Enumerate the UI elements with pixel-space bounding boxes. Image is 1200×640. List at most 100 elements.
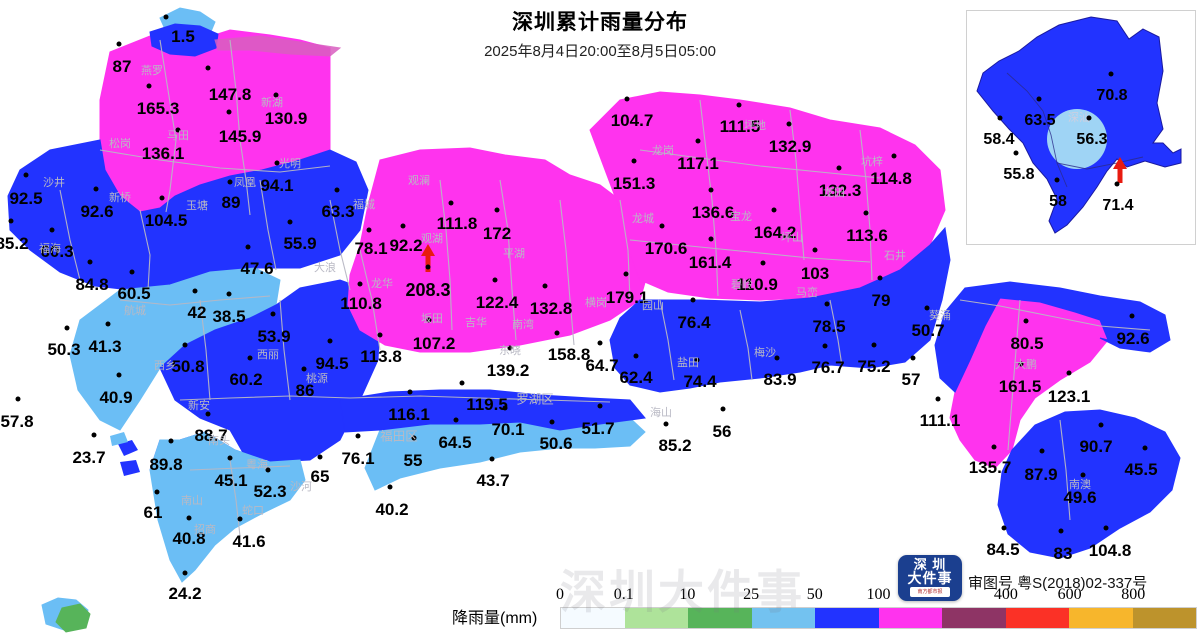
station-dot [695,138,701,144]
inset-station-value: 58 [1049,193,1067,210]
station-dot [105,321,111,327]
region-blue-dapeng-n [934,281,1171,393]
station-dot [771,207,777,213]
station-dot [549,419,555,425]
station-dot [274,160,280,166]
station-dot [924,305,930,311]
inset-map[interactable]: 深汕 [966,10,1196,245]
station-dot [366,227,372,233]
legend-swatch [1005,608,1069,628]
station-dot [836,165,842,171]
inset-marker [1113,157,1127,183]
legend-tick: 400 [993,586,1018,603]
station-dot [863,210,869,216]
inset-station-value: 56.3 [1076,131,1108,148]
brand-logo-line3: 南方都市报 [910,587,950,597]
station-dot [327,338,333,344]
station-dot [116,372,122,378]
station-dot [502,405,508,411]
station-dot [163,14,169,20]
station-dot [387,484,393,490]
station-dot [159,195,165,201]
station-dot [489,456,495,462]
station-dot [377,332,383,338]
legend-swatch [751,608,815,628]
region-lightblue-south [364,417,646,491]
station-dot [935,396,941,402]
region-magenta-central [347,147,651,353]
station-dot [146,83,152,89]
station-dot [93,186,99,192]
station-dot [448,200,454,206]
station-dot [237,516,243,522]
station-dot [624,96,630,102]
station-dot [492,277,498,283]
inset-station-dot [1013,150,1019,156]
station-dot [226,291,232,297]
station-dot [891,153,897,159]
region-blue-nanao [997,409,1181,559]
review-number: 审图号 粤S(2018)02-337号 [968,575,1148,592]
station-dot [182,342,188,348]
legend-color-bar[interactable] [560,607,1197,629]
station-dot [334,187,340,193]
brand-logo[interactable]: 深 圳 大件事 南方都市报 [898,555,962,601]
station-dot [116,41,122,47]
station-dot [720,406,726,412]
station-dot [205,411,211,417]
station-dot [270,311,276,317]
station-dot [49,227,55,233]
station-dot [265,467,271,473]
station-dot [871,342,877,348]
legend-tick: 0 [556,586,564,603]
station-dot [15,396,21,402]
station-dot [8,218,14,224]
station-dot [1080,472,1086,478]
legend-swatch [688,608,752,628]
inset-station-dot [1114,181,1120,187]
station-dot [411,435,417,441]
inset-place-label: 深汕 [1068,112,1090,124]
station-dot [708,187,714,193]
station-dot [1098,422,1104,428]
legend-swatch [561,608,625,628]
legend-title: 降雨量(mm) [452,610,538,627]
station-dot [400,223,406,229]
inset-station-dot [997,115,1003,121]
station-dot [760,260,766,266]
station-dot [301,366,307,372]
station-dot [597,403,603,409]
station-dot [1018,361,1024,367]
station-dot [23,172,29,178]
legend-swatch [1132,608,1196,628]
legend-swatch [942,608,1006,628]
district-boundaries [59,39,1151,537]
station-dot [247,355,253,361]
station-dot [1039,448,1045,454]
station-dot [1103,525,1109,531]
station-dot [407,389,413,395]
station-dot [663,421,669,427]
station-dot [1058,528,1064,534]
region-green-island [55,603,91,633]
legend-tick: 10 [679,586,696,603]
region-blue-north-tip [149,23,219,57]
max-station-dot [425,264,431,270]
station-dot [226,109,232,115]
station-dot [182,570,188,576]
station-dot [1142,445,1148,451]
station-dot [633,353,639,359]
station-dot [227,455,233,461]
inset-station-dot [1086,115,1092,121]
inset-station-value: 58.4 [983,131,1015,148]
station-dot [91,432,97,438]
brand-logo-line2: 大件事 [907,570,953,586]
legend: 降雨量(mm) 00.1102550100250400600800 [452,586,1197,632]
region-magenta-northeast [589,91,946,301]
region-magenta-north-fringe [214,35,342,57]
station-dot [357,281,363,287]
legend-swatch [1069,608,1133,628]
inset-station-value: 63.5 [1024,112,1056,129]
